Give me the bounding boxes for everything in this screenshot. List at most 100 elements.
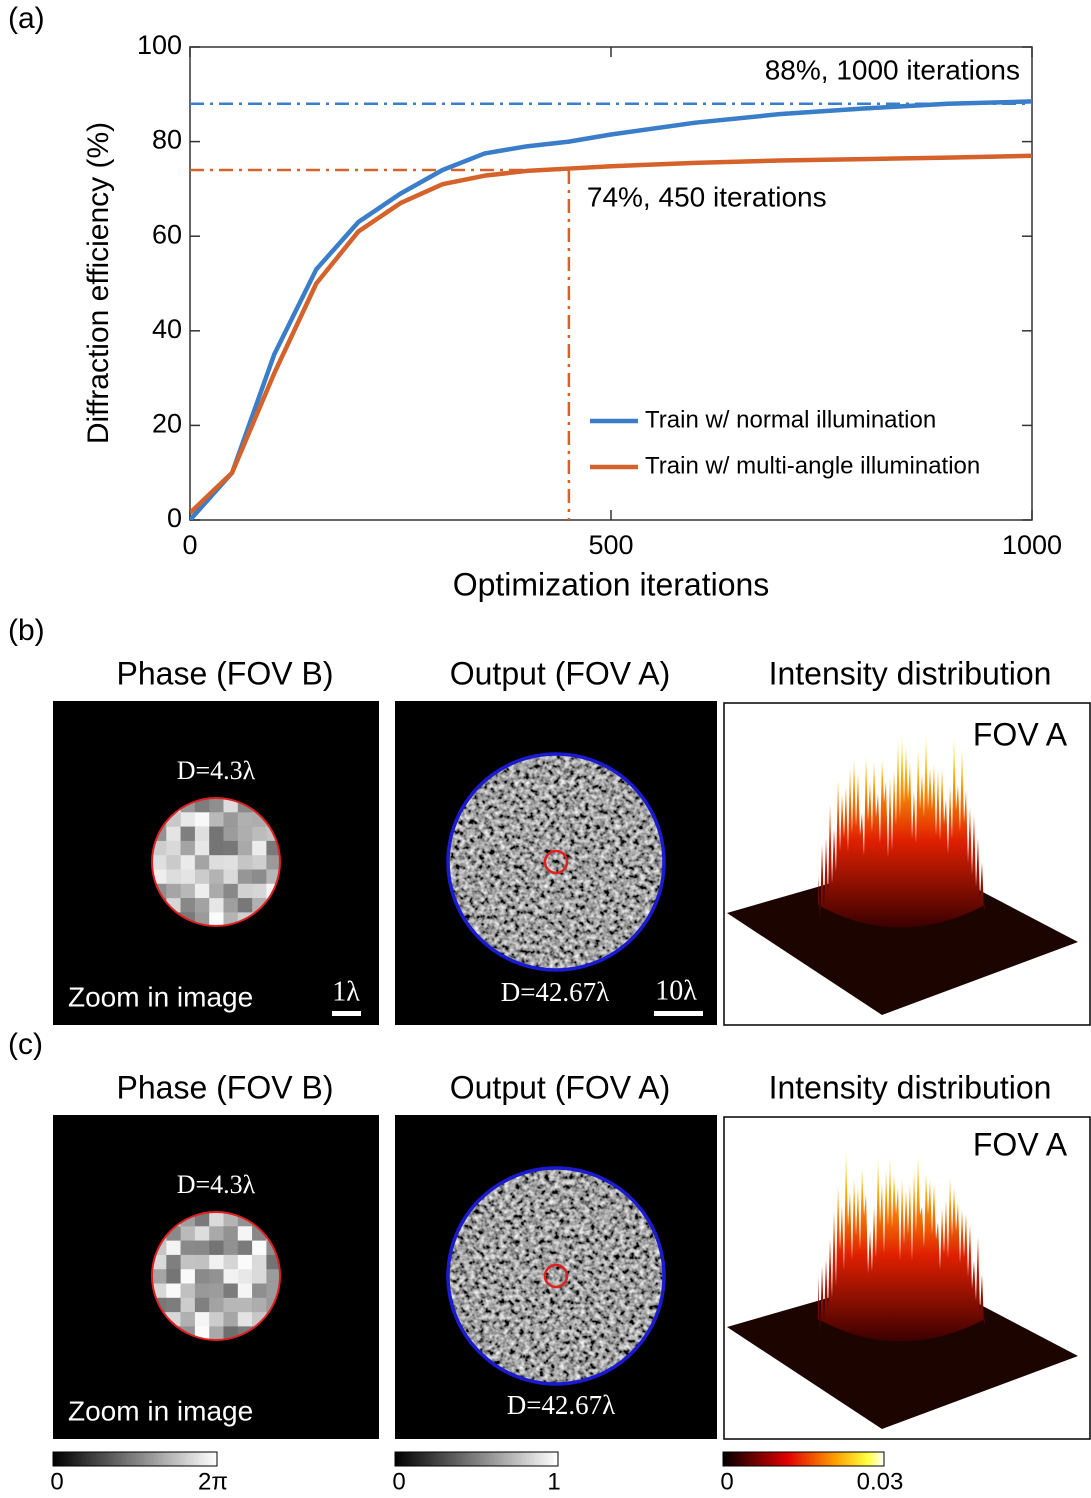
- phase-pixel: [166, 1297, 181, 1313]
- phase-pixel: [237, 898, 253, 913]
- colorbar-min: 0: [50, 1468, 63, 1495]
- colorbar-max: 2π: [198, 1468, 228, 1495]
- phase-pixel: [194, 840, 210, 856]
- phase-pixel: [180, 840, 196, 856]
- intensity-peak: [818, 733, 985, 928]
- phase-pixel: [180, 898, 196, 913]
- panel-label: (c): [8, 1028, 43, 1061]
- scale-bar: [332, 1011, 361, 1016]
- y-tick-label: 20: [152, 409, 182, 439]
- phase-pixel: [237, 1283, 253, 1299]
- panel-title: Phase (FOV B): [117, 655, 334, 691]
- phase-pixel: [237, 1254, 253, 1270]
- phase-pixel: [166, 1254, 181, 1270]
- phase-pixel: [237, 840, 253, 856]
- target-circle: [543, 1263, 569, 1289]
- phase-pixel: [223, 812, 239, 827]
- speckle: [448, 754, 664, 970]
- legend-label: Train w/ multi-angle illumination: [645, 452, 980, 479]
- phase-pixel: [252, 855, 267, 870]
- phase-pixel: [194, 883, 210, 899]
- y-tick-label: 80: [152, 125, 182, 155]
- colorbar: [52, 1451, 218, 1467]
- phase-pixel: [223, 1212, 239, 1227]
- phase-pixel: [237, 1240, 253, 1256]
- surface-base: [727, 1272, 1078, 1429]
- phase-pixel: [194, 869, 210, 885]
- phase-pixel: [194, 1297, 210, 1313]
- aperture: [151, 797, 281, 927]
- phase-pixel: [266, 1269, 280, 1284]
- y-tick-label: 60: [152, 219, 182, 249]
- phase-pixel: [166, 840, 181, 856]
- phase-pixel: [209, 912, 224, 926]
- phase-pixel: [194, 1212, 210, 1227]
- phase-pixel: [223, 1269, 239, 1284]
- phase-pixel: [194, 826, 210, 842]
- colorbar: [394, 1451, 559, 1467]
- phase-pixel: [209, 855, 224, 870]
- phase-pixel: [152, 1254, 167, 1270]
- phase-pixel: [266, 840, 280, 856]
- diameter-label: D=42.67λ: [501, 977, 610, 1007]
- phase-pixel: [209, 1269, 224, 1284]
- speckle: [448, 1168, 664, 1384]
- phase-pixel: [209, 1240, 224, 1256]
- phase-pixel: [152, 855, 167, 870]
- phase-pixel: [209, 826, 224, 842]
- panel-title: Intensity distribution: [769, 655, 1052, 691]
- phase-pixel: [166, 869, 181, 885]
- y-tick-label: 40: [152, 314, 182, 344]
- fov-circle: [446, 752, 666, 972]
- phase-pixel: [166, 1269, 181, 1284]
- aperture: [151, 1211, 281, 1341]
- phase-pixel: [237, 812, 253, 827]
- phase-pixel: [223, 826, 239, 842]
- phase-pixel: [209, 1326, 224, 1340]
- phase-pixel: [209, 840, 224, 856]
- phase-pixel: [252, 1269, 267, 1284]
- phase-pixel: [180, 1226, 196, 1241]
- phase-pixel: [223, 898, 239, 913]
- phase-pixel: [180, 1297, 196, 1313]
- phase-pixel: [252, 840, 267, 856]
- phase-pixel: [194, 1269, 210, 1284]
- panel-title: Output (FOV A): [450, 1069, 671, 1105]
- phase-pixel: [166, 826, 181, 842]
- colorbar: [722, 1451, 885, 1467]
- scale-label: 1λ: [332, 976, 360, 1007]
- phase-pixel: [223, 1254, 239, 1270]
- phase-pixel: [166, 1283, 181, 1299]
- phase-pixel: [209, 812, 224, 827]
- phase-pixel: [194, 812, 210, 827]
- phase-pixel: [180, 1312, 196, 1327]
- x-axis-label: Optimization iterations: [453, 566, 770, 602]
- data-line: [190, 153, 1032, 515]
- scale-bar: [654, 1011, 703, 1016]
- phase-pixel: [252, 826, 267, 842]
- panel-title: Intensity distribution: [769, 1069, 1052, 1105]
- phase-pixel: [194, 898, 210, 913]
- phase-pixel: [209, 1283, 224, 1299]
- phase-pixel: [252, 1283, 267, 1299]
- image-caption: Zoom in image: [68, 981, 253, 1012]
- phase-pixel: [152, 1283, 167, 1299]
- phase-pixel: [223, 1283, 239, 1299]
- phase-pixel: [194, 1240, 210, 1256]
- colorbar-min: 0: [720, 1468, 733, 1495]
- phase-pixel: [252, 1240, 267, 1256]
- phase-pixel: [180, 1283, 196, 1299]
- phase-pixel: [152, 840, 167, 856]
- phase-pixel: [237, 1297, 253, 1313]
- phase-pixel: [252, 1254, 267, 1270]
- phase-pixel: [166, 855, 181, 870]
- phase-pixel: [180, 883, 196, 899]
- surface-base: [727, 858, 1078, 1015]
- phase-pixel: [266, 855, 280, 870]
- phase-pixel: [209, 1297, 224, 1313]
- phase-pixel: [194, 1254, 210, 1270]
- annotation: 88%, 1000 iterations: [765, 54, 1020, 85]
- phase-pixel: [194, 855, 210, 870]
- phase-pixel: [209, 898, 224, 913]
- panel: (b) Phase (FOV B) Output (FOV A) Intensity …: [8, 614, 1091, 1026]
